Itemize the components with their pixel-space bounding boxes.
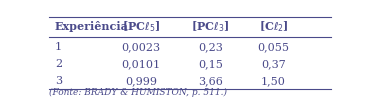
Text: (Fonte: BRADY & HUMISTON, p. 511.): (Fonte: BRADY & HUMISTON, p. 511.) <box>49 88 227 97</box>
Text: Experiência: Experiência <box>55 21 129 32</box>
Text: [C$\ell_2$]: [C$\ell_2$] <box>259 19 288 34</box>
Text: 0,37: 0,37 <box>261 59 286 69</box>
Text: 0,0023: 0,0023 <box>122 42 161 52</box>
Text: 0,999: 0,999 <box>125 76 157 86</box>
Text: 3: 3 <box>55 76 62 86</box>
Text: [PC$\ell_3$]: [PC$\ell_3$] <box>191 19 229 34</box>
Text: 0,23: 0,23 <box>198 42 223 52</box>
Text: 0,15: 0,15 <box>198 59 223 69</box>
Text: 0,055: 0,055 <box>257 42 289 52</box>
Text: 2: 2 <box>55 59 62 69</box>
Text: 1: 1 <box>55 42 62 52</box>
Text: 3,66: 3,66 <box>198 76 223 86</box>
Text: [PC$\ell_5$]: [PC$\ell_5$] <box>122 19 160 34</box>
Text: 1,50: 1,50 <box>261 76 286 86</box>
Text: 0,0101: 0,0101 <box>122 59 161 69</box>
